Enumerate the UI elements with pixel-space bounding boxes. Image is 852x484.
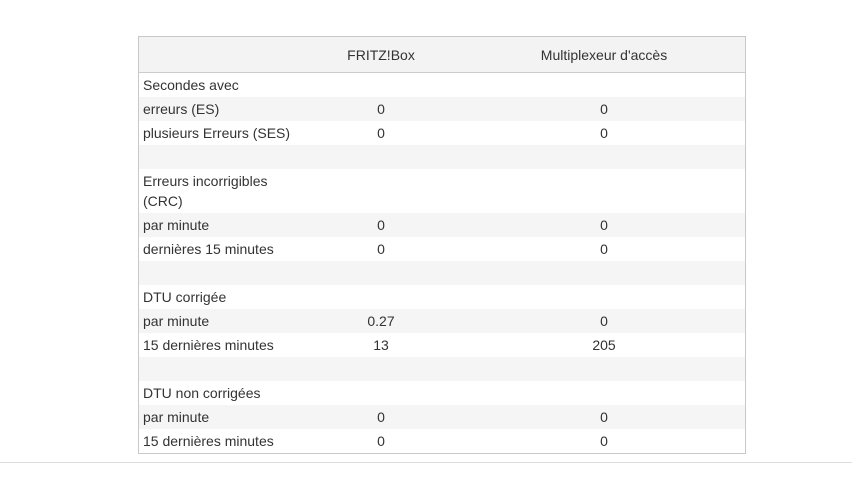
row-label: DTU corrigée: [143, 289, 227, 305]
table-row: par minute 0 0: [139, 405, 745, 429]
row-label: [139, 155, 299, 159]
table-row: par minute 0.27 0: [139, 309, 745, 333]
table-row: dernières 15 minutes 0 0: [139, 237, 745, 261]
table-row: Erreurs incorrigibles (CRC): [139, 169, 745, 213]
row-label: DTU non corrigées: [143, 385, 261, 401]
table-row: 15 dernières minutes 13 205: [139, 333, 745, 357]
table-body: Secondes avec erreurs (ES) 0 0 plusieurs Err…: [139, 73, 745, 453]
row-label: erreurs (ES): [143, 101, 220, 117]
multiplexer-value: 0: [600, 409, 608, 425]
row-label: par minute: [143, 217, 210, 233]
table-row: 15 dernières minutes 0 0: [139, 429, 745, 453]
multiplexer-value: 0: [600, 433, 608, 449]
row-label: [139, 367, 299, 371]
row-label: par minute: [143, 313, 210, 329]
table-row: [139, 261, 745, 285]
multiplexer-value: 0: [600, 125, 608, 141]
table-row: par minute 0 0: [139, 213, 745, 237]
table-row: [139, 145, 745, 169]
fritzbox-value: 0: [377, 217, 385, 233]
fritzbox-value: 0: [377, 409, 385, 425]
fritzbox-value: 13: [373, 337, 389, 353]
multiplexer-value: 0: [600, 101, 608, 117]
table-row: DTU corrigée: [139, 285, 745, 309]
multiplexer-value: 0: [600, 313, 608, 329]
fritzbox-value: 0: [377, 125, 385, 141]
fritzbox-value: 0: [377, 433, 385, 449]
multiplexer-value: 205: [592, 337, 616, 353]
row-label: Erreurs incorrigibles (CRC): [143, 173, 268, 209]
row-label: dernières 15 minutes: [143, 241, 274, 257]
table-header: FRITZ!Box Multiplexeur d'accès: [139, 37, 745, 73]
table-row: [139, 357, 745, 381]
table-row: plusieurs Erreurs (SES) 0 0: [139, 121, 745, 145]
table-row: erreurs (ES) 0 0: [139, 97, 745, 121]
page-divider: [0, 462, 852, 463]
fritzbox-value: 0: [377, 241, 385, 257]
header-fritzbox: FRITZ!Box: [347, 46, 415, 63]
header-access-multiplexer: Multiplexeur d'accès: [540, 46, 668, 63]
multiplexer-value: 0: [600, 217, 608, 233]
row-label: Secondes avec: [143, 77, 239, 93]
row-label: 15 dernières minutes: [143, 433, 274, 449]
table-row: Secondes avec: [139, 73, 745, 97]
fritzbox-value: 0: [377, 101, 385, 117]
row-label: [139, 271, 299, 275]
fritzbox-value: 0.27: [367, 313, 395, 329]
row-label: 15 dernières minutes: [143, 337, 274, 353]
table-row: DTU non corrigées: [139, 381, 745, 405]
row-label: plusieurs Erreurs (SES): [143, 125, 291, 141]
row-label: par minute: [143, 409, 210, 425]
multiplexer-value: 0: [600, 241, 608, 257]
header-label-column: [139, 37, 299, 72]
error-statistics-table: FRITZ!Box Multiplexeur d'accès Secondes …: [138, 36, 746, 454]
